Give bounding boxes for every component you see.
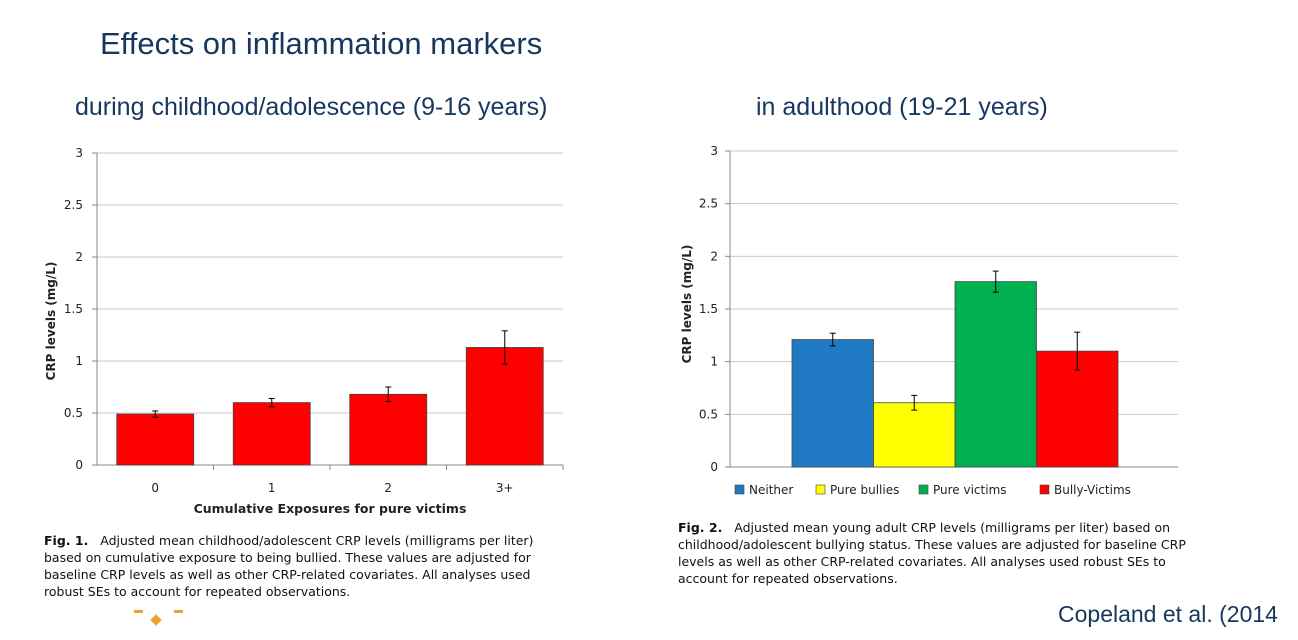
y-tick-label: 1 [75,354,83,368]
bar-neither [791,339,874,468]
bar-1 [232,402,311,466]
y-tick-label: 0 [710,460,718,474]
figure-2-caption: Fig. 2. Adjusted mean young adult CRP le… [678,519,1188,587]
bar-3+ [465,347,544,466]
legend-label: Pure bullies [830,483,899,497]
legend-swatch [734,484,745,495]
chart-childhood: 0 0.5 1 1.5 2 2.5 3 0 1 2 3+ Cumulative Exposures f… [44,146,564,516]
y-tick-label: 0.5 [64,406,83,420]
legend-label: Bully-Victims [1054,483,1131,497]
y-tick-label: 3 [75,146,83,160]
y-tick-label: 3 [710,144,718,158]
y-tick-label: 1.5 [64,302,83,316]
y-tick-label: 2 [75,250,83,264]
citation: Copeland et al. (2014 [1058,601,1278,627]
subtitle-adulthood: in adulthood (19-21 years) [756,93,1048,121]
figure-1-text: Adjusted mean childhood/adolescent CRP l… [44,533,534,599]
bar-pure-victims [954,281,1037,468]
x-tick-label: 2 [384,481,392,495]
x-tick-label: 1 [268,481,276,495]
y-tick-label: 2.5 [64,198,83,212]
decorative-ornament [134,610,183,626]
y-tick-label: 1 [710,355,718,369]
legend-label: Pure victims [933,483,1007,497]
x-tick-label: 3+ [496,481,514,495]
y-axis-label: CRP levels (mg/L) [680,245,694,364]
legend-swatch [918,484,929,495]
bar-pure-bullies [873,402,956,468]
legend-swatch [1039,484,1050,495]
y-tick-label: 0 [75,458,83,472]
x-tick-label: 0 [151,481,159,495]
y-tick-label: 2.5 [699,197,718,211]
y-axis-label: CRP levels (mg/L) [44,262,58,381]
subtitle-childhood: during childhood/adolescence (9-16 years… [75,93,548,121]
legend-label: Neither [749,483,793,497]
figure-1-label: Fig. 1. [44,533,89,548]
figure-2-text: Adjusted mean young adult CRP levels (mi… [678,520,1186,586]
chart-adulthood: 0 0.5 1 1.5 2 2.5 3 Neither Pure bullies Pure vic… [680,144,1178,497]
slide-title: Effects on inflammation markers [100,26,543,61]
x-axis-label: Cumulative Exposures for pure victims [194,501,467,516]
bar-0 [116,413,195,466]
y-tick-label: 2 [710,249,718,263]
y-tick-label: 1.5 [699,302,718,316]
y-tick-label: 0.5 [699,407,718,421]
figure-2-label: Fig. 2. [678,520,723,535]
bar-2 [349,393,428,466]
figure-1-caption: Fig. 1. Adjusted mean childhood/adolesce… [44,532,574,600]
legend-swatch [815,484,826,495]
